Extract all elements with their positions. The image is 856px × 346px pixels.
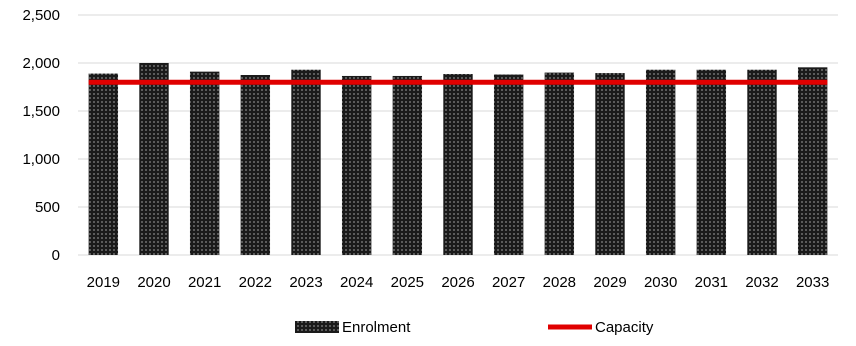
y-axis-ticks: 0 500 1,000 1,500 2,000 2,500 [22,7,60,264]
x-axis-ticks: 2019 2020 2021 2022 2023 2024 2025 2026 2027 2028… [87,274,830,291]
y-tick-label: 2,500 [22,7,60,24]
bar-enrolment-2032 [747,69,777,255]
bar-enrolment-2033 [797,67,828,255]
x-tick-label: 2023 [289,274,322,291]
x-tick-label: 2024 [340,274,373,291]
bar-enrolment-2020 [139,63,169,255]
x-tick-label: 2027 [492,274,525,291]
legend-label-enrolment: Enrolment [342,319,411,336]
x-tick-label: 2019 [87,274,120,291]
y-tick-label: 1,000 [22,151,60,168]
y-tick-label: 1,500 [22,103,60,120]
x-tick-label: 2022 [239,274,272,291]
bar-enrolment-2029 [595,73,625,255]
bar-enrolment-2030 [645,69,676,255]
x-tick-label: 2030 [644,274,677,291]
x-tick-label: 2028 [543,274,576,291]
bar-enrolment-2019 [88,73,119,255]
bar-enrolment-2021 [189,71,220,255]
x-tick-label: 2025 [391,274,424,291]
x-tick-label: 2021 [188,274,221,291]
bar-enrolment-2024 [341,75,372,256]
x-tick-label: 2032 [745,274,778,291]
bar-enrolment-2023 [291,69,321,255]
bar-enrolment-2031 [696,69,727,255]
bar-enrolment-2027 [493,74,524,256]
bar-enrolment-2022 [240,75,271,255]
x-tick-label: 2029 [593,274,626,291]
y-tick-label: 500 [35,199,60,216]
y-tick-label: 2,000 [22,55,60,72]
bar-enrolment-2028 [544,72,575,255]
legend: Enrolment Capacity [295,319,654,336]
x-tick-label: 2020 [137,274,170,291]
x-tick-label: 2033 [796,274,829,291]
legend-label-capacity: Capacity [595,319,654,336]
x-tick-label: 2026 [441,274,474,291]
legend-swatch-enrolment [295,321,339,333]
enrolment-bars [88,63,828,256]
bar-enrolment-2026 [443,74,473,255]
bar-enrolment-2025 [392,75,423,256]
y-tick-label: 0 [52,247,60,264]
x-tick-label: 2031 [695,274,728,291]
